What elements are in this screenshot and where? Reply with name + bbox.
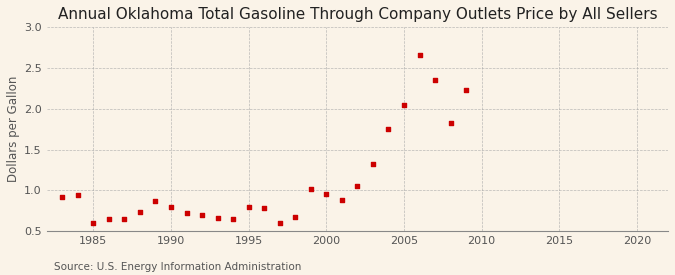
Point <box>165 205 176 209</box>
Point <box>119 217 130 221</box>
Point <box>414 53 425 57</box>
Point <box>88 221 99 225</box>
Point <box>352 183 362 188</box>
Point <box>150 199 161 203</box>
Point <box>383 127 394 131</box>
Point <box>212 216 223 220</box>
Point <box>321 192 331 197</box>
Point <box>305 186 316 191</box>
Text: Source: U.S. Energy Information Administration: Source: U.S. Energy Information Administ… <box>54 262 301 272</box>
Point <box>259 205 269 210</box>
Point <box>227 217 238 221</box>
Point <box>430 78 441 82</box>
Point <box>399 103 410 107</box>
Title: Annual Oklahoma Total Gasoline Through Company Outlets Price by All Sellers: Annual Oklahoma Total Gasoline Through C… <box>57 7 657 22</box>
Point <box>181 211 192 215</box>
Y-axis label: Dollars per Gallon: Dollars per Gallon <box>7 76 20 182</box>
Point <box>134 210 145 214</box>
Point <box>57 195 68 199</box>
Point <box>274 221 285 225</box>
Point <box>461 88 472 92</box>
Point <box>243 205 254 209</box>
Point <box>72 193 83 197</box>
Point <box>290 215 300 219</box>
Point <box>103 217 114 221</box>
Point <box>446 120 456 125</box>
Point <box>336 198 347 202</box>
Point <box>367 162 378 166</box>
Point <box>196 213 207 217</box>
